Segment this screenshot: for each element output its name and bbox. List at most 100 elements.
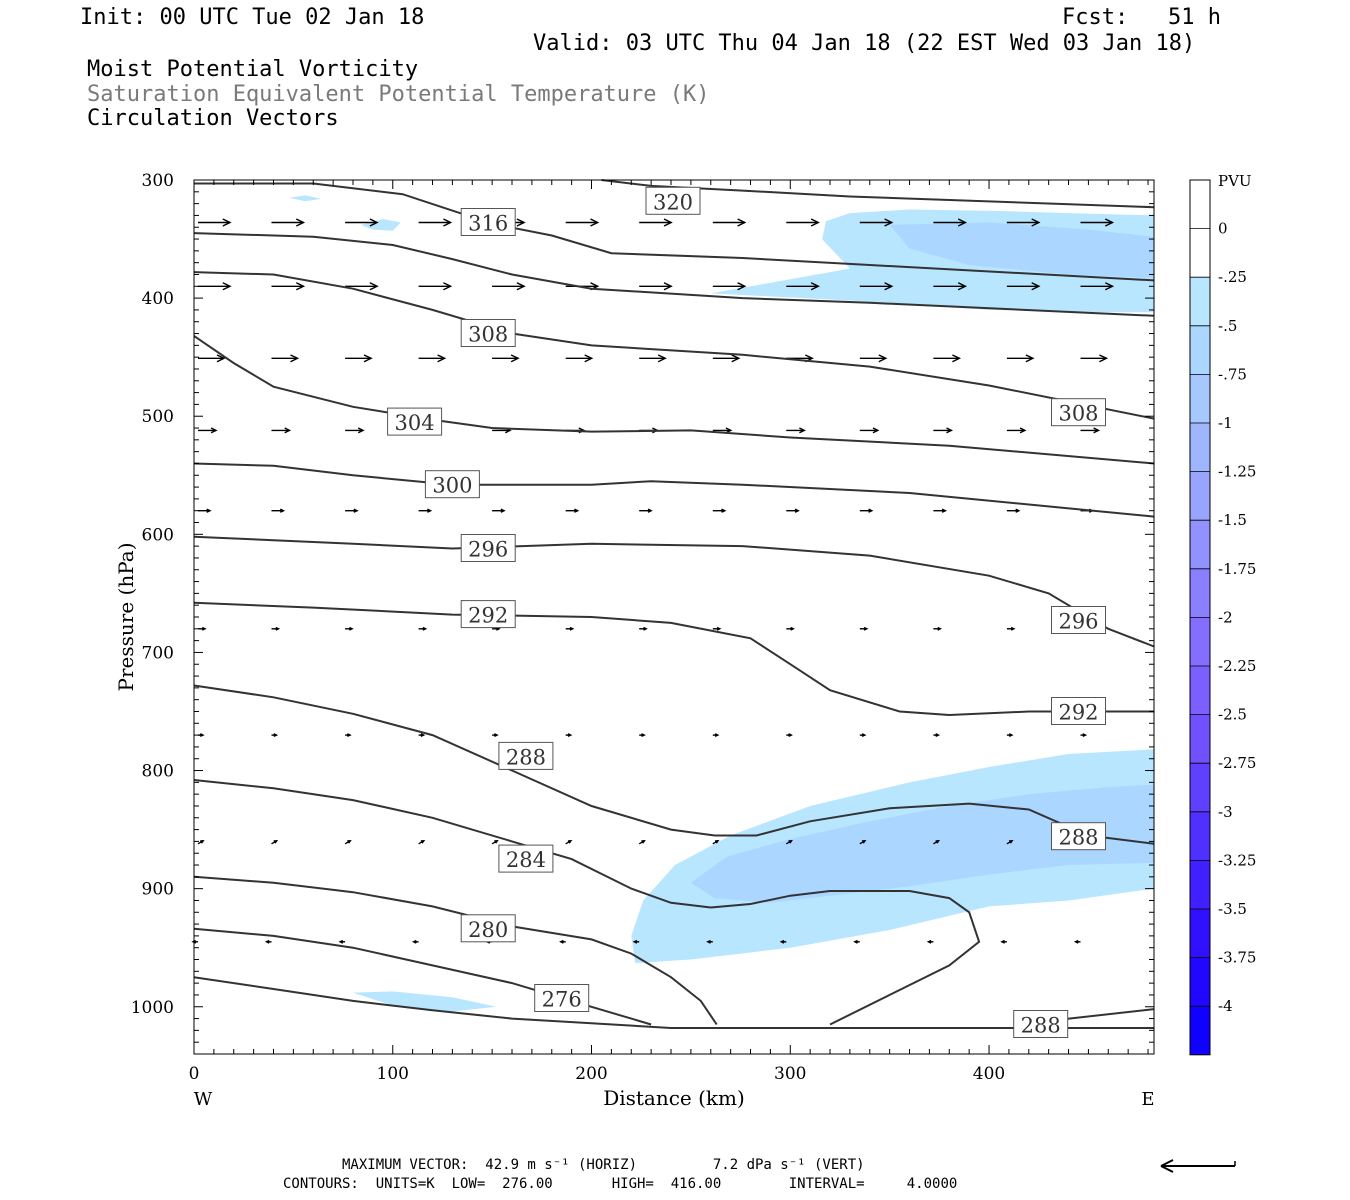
circulation-vector [198, 427, 218, 434]
svg-text:300: 300 [432, 474, 472, 498]
circulation-vector [859, 218, 894, 227]
pv-region-6 [353, 991, 497, 1012]
svg-text:292: 292 [468, 604, 508, 628]
x-tick-label: 200 [575, 1064, 607, 1084]
contour-label-280: 280 [460, 914, 516, 943]
circulation-vector [1006, 626, 1016, 631]
field-title-vectors: Circulation Vectors [87, 106, 339, 131]
x-tick-label: 100 [377, 1064, 409, 1084]
svg-text:276: 276 [542, 988, 582, 1012]
circulation-vector [712, 508, 727, 513]
svg-text:296: 296 [468, 538, 508, 562]
circulation-vector [638, 840, 646, 845]
circulation-vector [492, 282, 526, 291]
circulation-vector [926, 939, 934, 944]
circulation-vector [639, 354, 667, 363]
circulation-vector [345, 733, 352, 738]
pv-region-2 [361, 219, 401, 231]
contour-label-316: 316 [460, 208, 516, 236]
valid-time: Valid: 03 UTC Thu 04 Jan 18 (22 EST Wed … [533, 31, 1196, 56]
svg-text:320: 320 [653, 190, 693, 214]
contour-label-296: 296 [460, 534, 516, 562]
colorbar-swatch [1190, 617, 1210, 666]
colorbar-label: -.75 [1218, 365, 1247, 383]
circulation-vector [853, 939, 860, 944]
circulation-vector [639, 733, 646, 738]
circulation-vector [492, 354, 520, 363]
circulation-vector [933, 840, 941, 845]
theta-contour-308 [193, 271, 1155, 420]
circulation-vector [418, 626, 428, 631]
circulation-vector [565, 354, 594, 363]
circulation-vector [198, 626, 207, 631]
circulation-vector [418, 733, 426, 738]
circulation-vector [418, 354, 447, 363]
circulation-vector [712, 282, 747, 291]
colorbar-swatch [1190, 714, 1210, 764]
y-axis-label: Pressure (hPa) [114, 543, 138, 692]
contour-label-layer: 320 316 308 308 304 300 296 296 292 292 288 288 284 2… [387, 186, 1106, 1038]
theta-contour-320 [601, 179, 1155, 209]
svg-text:288: 288 [506, 745, 546, 769]
theta-contour-292 [193, 601, 1154, 717]
circulation-vector [786, 508, 800, 513]
colorbar-label: -3 [1218, 803, 1233, 821]
svg-text:316: 316 [468, 212, 508, 236]
colorbar-swatch [1190, 423, 1210, 472]
circulation-vector [1073, 939, 1081, 944]
x-axis-east-label: E [1141, 1089, 1154, 1110]
circulation-vector [712, 354, 741, 363]
circulation-vector [271, 354, 300, 363]
pv-colorbar: PVU 0 -.25 -.5 -.75 -1 -1.25 -1.5 -1.75 -2 -2.25 -2… [1189, 172, 1256, 1056]
circulation-vector [712, 840, 720, 845]
colorbar-label: -.25 [1218, 268, 1247, 286]
circulation-vector [1000, 939, 1007, 944]
colorbar-label: -3.5 [1218, 900, 1247, 918]
circulation-vector [1006, 733, 1014, 738]
circulation-vector [271, 282, 306, 291]
x-tick-label: 400 [973, 1064, 1005, 1084]
y-tick-label: 1000 [131, 998, 174, 1018]
circulation-vector [786, 733, 793, 738]
circulation-vector [271, 733, 279, 738]
circulation-vector [639, 508, 653, 513]
svg-text:308: 308 [1058, 402, 1098, 426]
circulation-vector [786, 626, 795, 631]
circulation-vector [565, 626, 575, 631]
pv-region-3 [289, 195, 322, 202]
x-tick-label: 300 [774, 1064, 806, 1084]
circulation-vector [1006, 508, 1021, 513]
theta-contour-288 [193, 684, 1155, 845]
circulation-vector [271, 508, 286, 513]
circulation-vector [933, 282, 968, 291]
reference-vector-icon [1160, 1159, 1236, 1173]
contour-label-292: 292 [1051, 697, 1106, 725]
circulation-vector [198, 508, 212, 513]
theta-contour-288 [193, 976, 1154, 1029]
circulation-vector [859, 626, 869, 631]
colorbar-swatch [1190, 811, 1210, 861]
circulation-vector [639, 282, 673, 291]
svg-text:288: 288 [1058, 826, 1098, 850]
circulation-vector [491, 840, 499, 845]
colorbar-swatch [1190, 374, 1210, 423]
colorbar-swatch [1190, 325, 1210, 375]
circulation-vector [1006, 282, 1041, 291]
circulation-vector [492, 733, 499, 738]
colorbar-label: -2.25 [1218, 657, 1256, 675]
axis-tick-layer: 300 400 500 600 700 800 900 1000 0 100 200 300 400 [131, 171, 1154, 1084]
colorbar-label: -2 [1218, 608, 1233, 626]
colorbar-label: -2.75 [1218, 754, 1256, 772]
circulation-vector [418, 282, 453, 291]
circulation-vector [786, 427, 806, 434]
field-title-pv: Moist Potential Vorticity [87, 57, 419, 82]
colorbar-label: -1 [1218, 414, 1233, 432]
contour-label-320: 320 [645, 186, 701, 215]
circulation-vector [271, 626, 281, 631]
theta-contour-300 [193, 462, 1155, 518]
circulation-vector [565, 733, 573, 738]
circulation-vector [639, 218, 673, 227]
contour-info-note: CONTOURS: UNITS=K LOW= 276.00 HIGH= 416.… [283, 1176, 958, 1192]
circulation-vector [1080, 282, 1115, 291]
contour-layer [193, 179, 1155, 1029]
